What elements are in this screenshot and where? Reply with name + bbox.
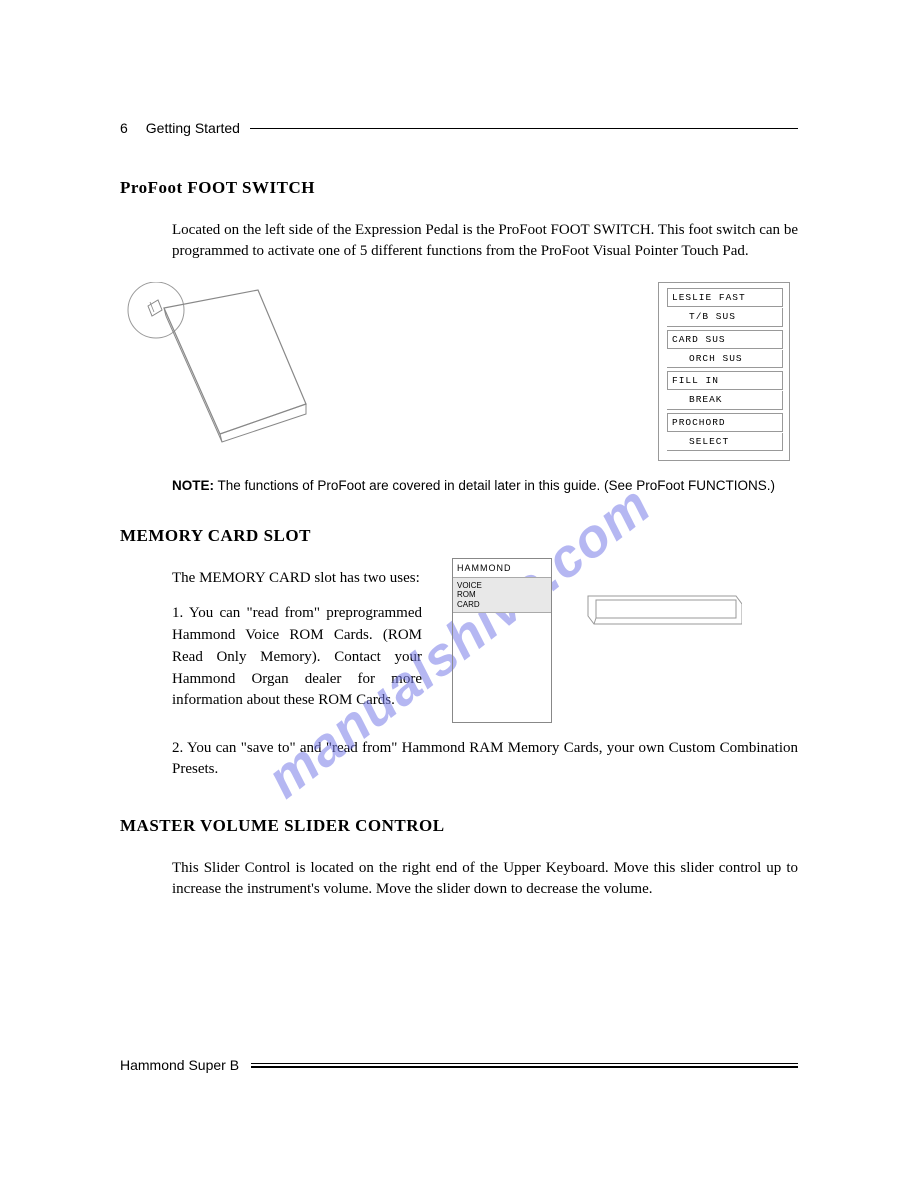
- touchpad-row-sub: BREAK: [667, 391, 783, 409]
- touchpad-row: CARD SUS: [667, 330, 783, 349]
- card-brand: HAMMOND: [453, 559, 551, 578]
- page-header: 6 Getting Started: [120, 120, 798, 136]
- footer-rule: [251, 1063, 798, 1068]
- memory-intro: The MEMORY CARD slot has two uses:: [172, 568, 422, 590]
- note-body: The functions of ProFoot are covered in …: [214, 478, 775, 493]
- touchpad-row: LESLIE FAST: [667, 288, 783, 307]
- slot-illustration: [582, 584, 742, 632]
- page-number: 6: [120, 120, 128, 136]
- memory-p1: 1. You can "read from" preprogrammed Ham…: [172, 603, 422, 712]
- profoot-note: NOTE: The functions of ProFoot are cover…: [172, 477, 798, 495]
- touchpad-row: FILL IN: [667, 371, 783, 390]
- touchpad-row-sub: ORCH SUS: [667, 350, 783, 368]
- footer-label: Hammond Super B: [120, 1057, 239, 1073]
- page-footer: Hammond Super B: [120, 1057, 798, 1073]
- touchpad-illustration: LESLIE FAST T/B SUS CARD SUS ORCH SUS FI…: [658, 282, 798, 461]
- header-rule: [250, 128, 798, 129]
- rom-card-illustration: HAMMOND VOICE ROM CARD: [452, 558, 552, 723]
- profoot-figures: LESLIE FAST T/B SUS CARD SUS ORCH SUS FI…: [120, 282, 798, 461]
- memory-content-row: The MEMORY CARD slot has two uses: 1. Yo…: [120, 568, 798, 727]
- card-line1: VOICE: [457, 581, 547, 591]
- touchpad-row-sub: T/B SUS: [667, 308, 783, 326]
- card-line3: CARD: [457, 600, 547, 610]
- section-profoot-title: ProFoot FOOT SWITCH: [120, 178, 798, 198]
- section-volume-title: MASTER VOLUME SLIDER CONTROL: [120, 816, 798, 836]
- memory-p2: 2. You can "save to" and "read from" Ham…: [172, 738, 798, 780]
- touchpad-row: PROCHORD: [667, 413, 783, 432]
- section-volume-body: This Slider Control is located on the ri…: [172, 858, 798, 900]
- note-label: NOTE:: [172, 478, 214, 493]
- chapter-title: Getting Started: [146, 120, 240, 136]
- section-memory-title: MEMORY CARD SLOT: [120, 526, 798, 546]
- touchpad-row-sub: SELECT: [667, 433, 783, 451]
- pedal-illustration: [120, 282, 320, 452]
- section-profoot-body: Located on the left side of the Expressi…: [172, 220, 798, 262]
- card-line2: ROM: [457, 590, 547, 600]
